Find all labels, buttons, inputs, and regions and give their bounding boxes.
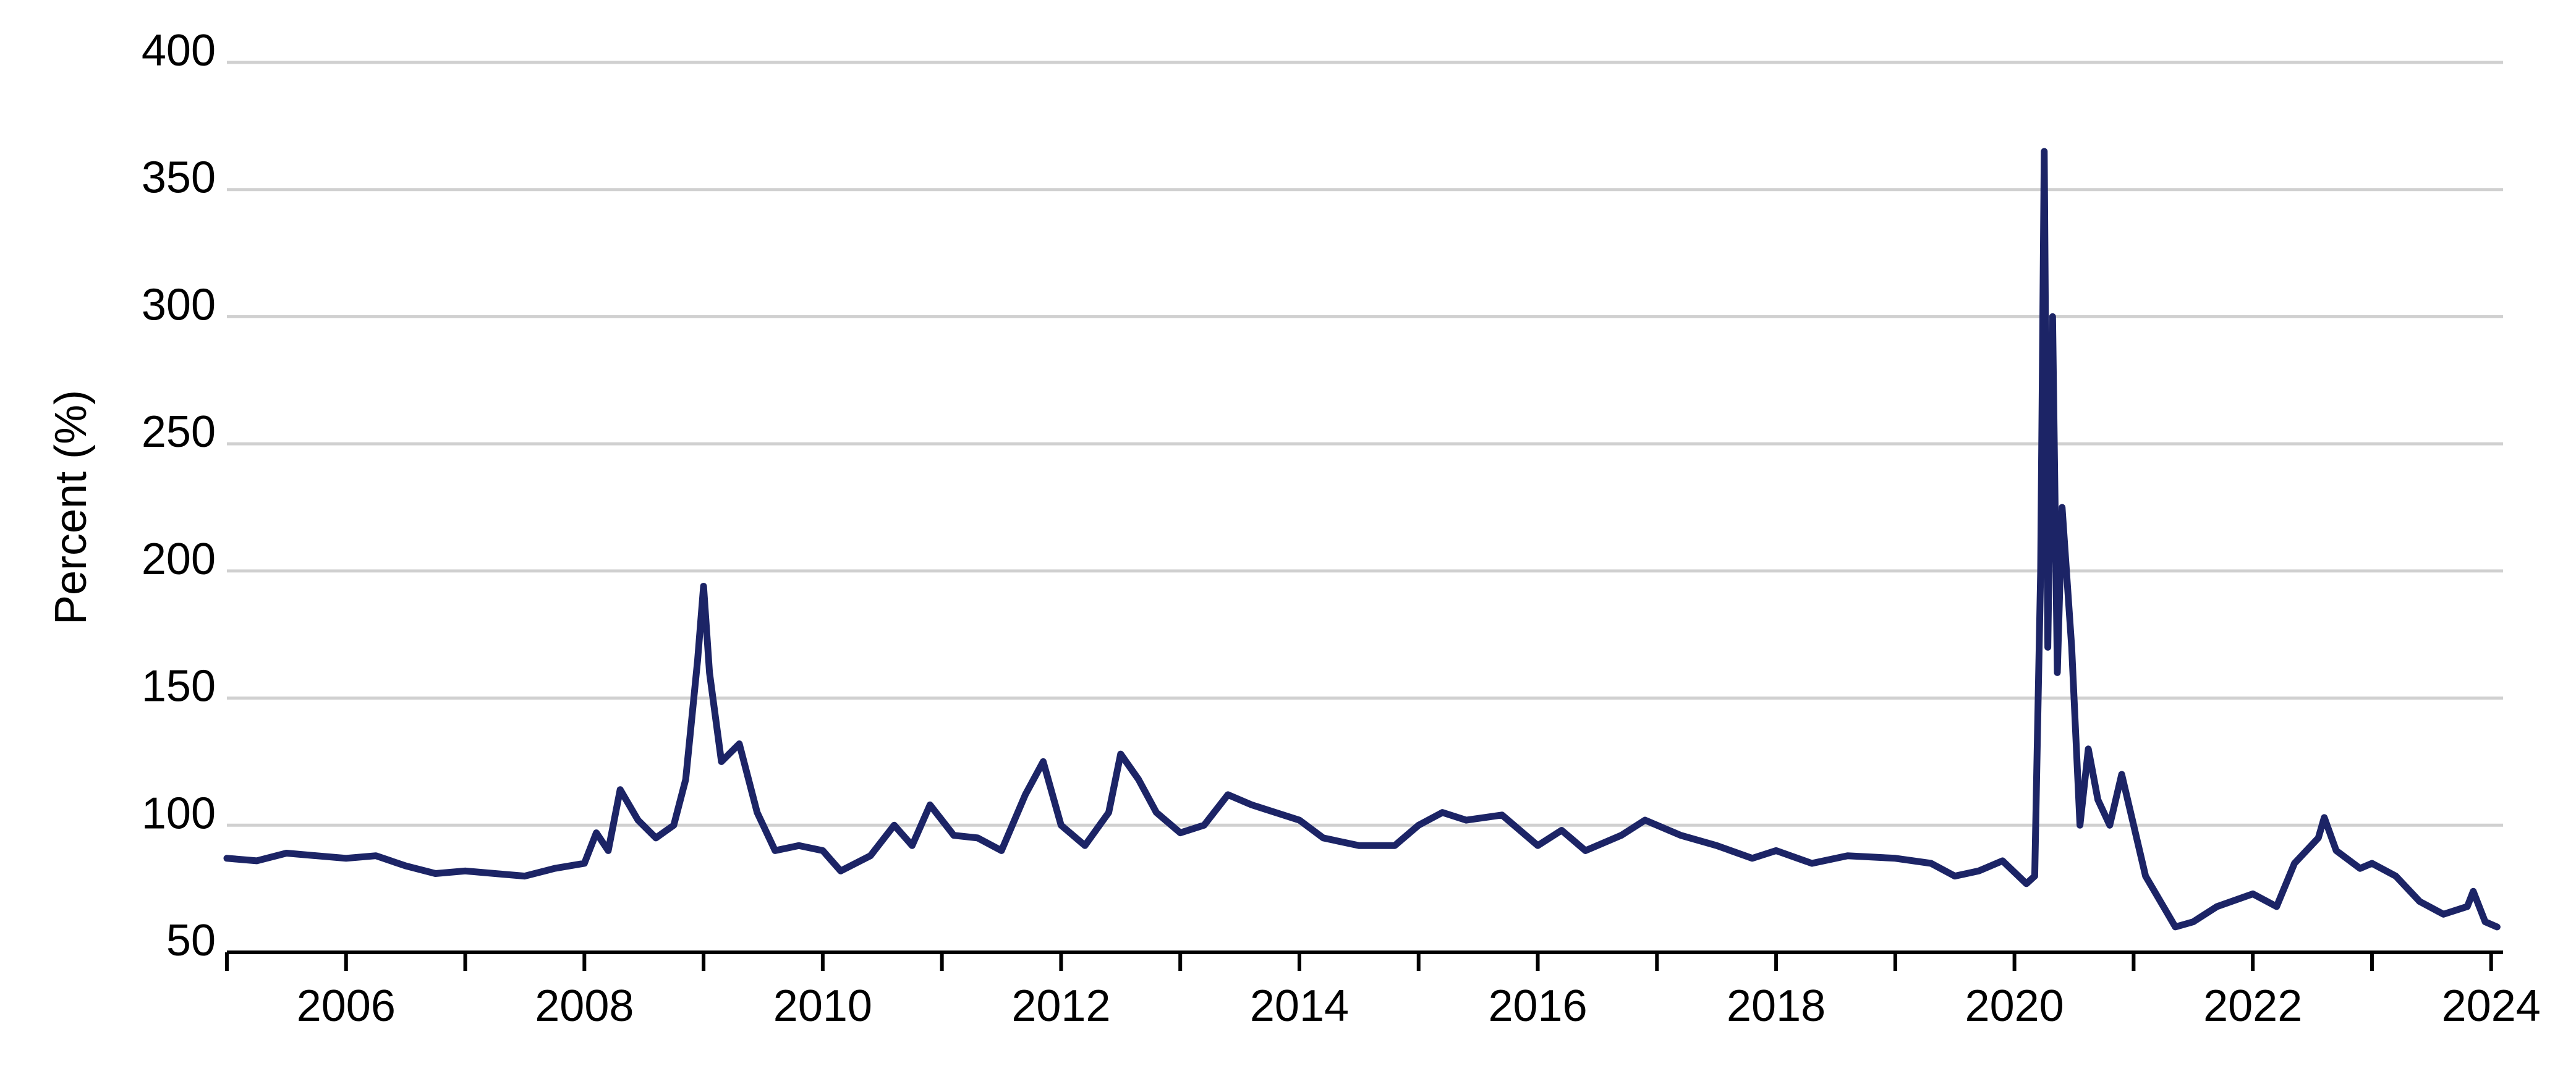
y-tick-label: 350 [142,153,216,203]
y-tick-label: 150 [142,662,216,711]
y-tick-label: 50 [166,916,216,965]
y-axis-label: Percent (%) [46,390,96,625]
y-tick-label: 100 [142,789,216,838]
data-line [223,148,2501,931]
x-tick-label: 2014 [1250,981,1349,1031]
y-tick-label: 250 [142,407,216,457]
x-tick-label: 2018 [1727,981,1826,1031]
x-tick-label: 2010 [773,981,872,1031]
y-tick-label: 400 [142,26,216,75]
x-tick-label: 2024 [2442,981,2541,1031]
y-tick-label: 300 [142,280,216,329]
x-tick-label: 2022 [2203,981,2302,1031]
x-tick-label: 2006 [297,981,396,1031]
x-tick-label: 2008 [535,981,634,1031]
x-tick-label: 2012 [1011,981,1110,1031]
x-tick-label: 2016 [1488,981,1587,1031]
x-tick-label: 2020 [1965,981,2064,1031]
y-tick-label: 200 [142,535,216,584]
